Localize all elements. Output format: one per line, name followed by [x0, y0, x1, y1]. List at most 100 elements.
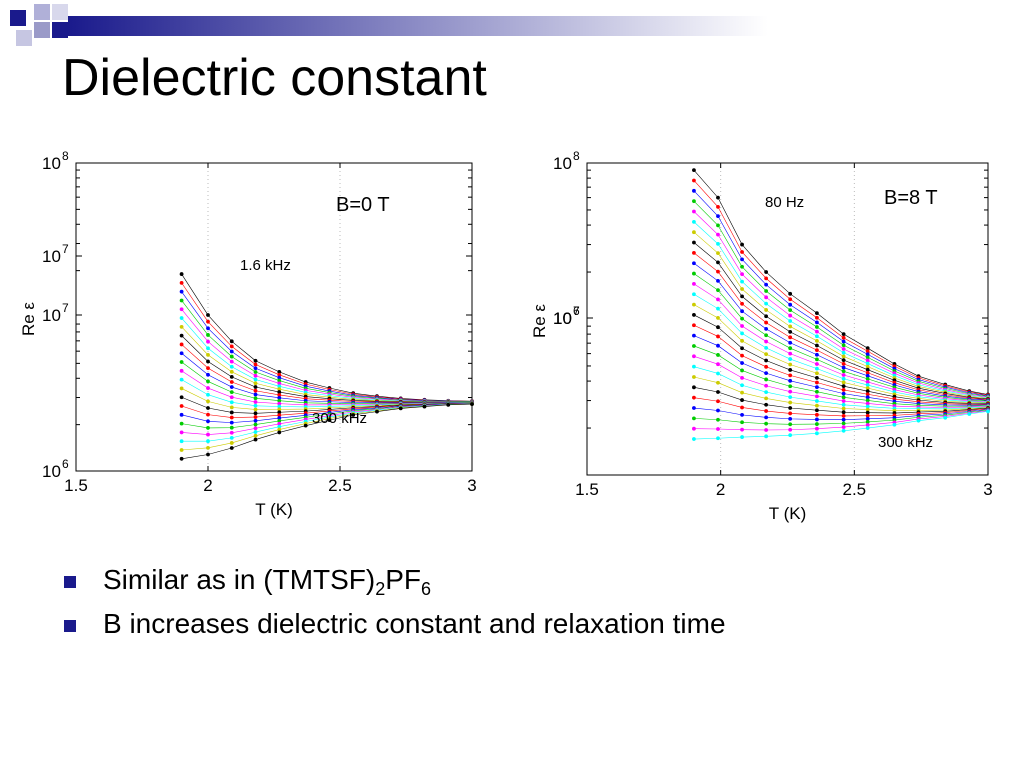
data-point — [865, 404, 870, 409]
data-point — [841, 332, 846, 337]
data-point — [788, 291, 793, 296]
data-point — [179, 412, 184, 417]
data-point — [692, 406, 696, 410]
data-point — [740, 316, 744, 321]
data-point — [229, 364, 234, 369]
data-point — [788, 362, 793, 367]
data-point — [692, 282, 696, 286]
data-point — [841, 365, 846, 370]
data-point — [253, 430, 258, 434]
data-point — [788, 400, 793, 405]
data-point — [788, 302, 793, 307]
data-point — [206, 319, 210, 324]
data-point — [229, 390, 234, 395]
data-point — [841, 339, 846, 344]
data-point — [815, 362, 819, 366]
data-point — [788, 313, 793, 318]
data-point — [253, 381, 258, 386]
data-point — [788, 351, 793, 356]
data-point — [865, 380, 870, 384]
annotation-bottom-frequency: 300 kHz — [878, 434, 933, 451]
data-point — [716, 408, 720, 413]
data-point — [253, 422, 258, 427]
data-point — [815, 366, 819, 371]
data-point — [692, 354, 696, 359]
data-point — [229, 415, 234, 420]
data-point — [740, 435, 744, 439]
data-point — [179, 280, 184, 285]
data-point — [206, 412, 210, 417]
x-tick-label: 3 — [983, 480, 992, 499]
y-tick-exponent: 8 — [573, 149, 580, 163]
data-point — [815, 315, 819, 320]
y-tick-label: 10 — [553, 309, 572, 328]
data-point — [764, 295, 769, 300]
data-point — [229, 395, 234, 400]
data-point — [692, 395, 696, 400]
data-point — [277, 419, 282, 423]
data-point — [277, 395, 282, 400]
data-point — [253, 358, 258, 363]
plot-frame — [586, 162, 989, 476]
data-point — [764, 390, 769, 394]
data-point — [815, 338, 819, 343]
data-point — [815, 380, 819, 385]
data-point — [740, 250, 744, 254]
slide-title: Dielectric constant — [62, 49, 487, 107]
corner-square — [34, 22, 50, 38]
data-point — [788, 335, 793, 340]
data-point — [716, 436, 720, 441]
data-point — [229, 430, 234, 435]
data-point — [253, 418, 258, 423]
data-point — [716, 223, 720, 228]
plot-frame — [75, 162, 473, 472]
data-point — [740, 331, 744, 336]
data-point — [764, 396, 769, 401]
data-point — [716, 371, 720, 376]
data-point — [764, 289, 769, 293]
data-point — [229, 441, 234, 445]
data-point — [206, 313, 210, 317]
data-point — [764, 377, 769, 382]
data-point — [179, 439, 184, 444]
data-point — [253, 403, 258, 408]
x-axis-label: T (K) — [769, 504, 806, 523]
data-point — [692, 271, 696, 276]
data-point — [206, 372, 210, 377]
bullet-square-icon — [64, 576, 76, 588]
x-tick-label: 2 — [203, 476, 212, 495]
data-point — [253, 437, 258, 442]
data-point — [764, 301, 769, 306]
data-point — [788, 373, 793, 378]
data-point — [692, 416, 696, 421]
data-point — [206, 326, 210, 331]
data-point — [692, 302, 696, 307]
x-tick-label: 2 — [716, 480, 725, 499]
data-point — [865, 355, 870, 360]
data-point — [841, 335, 846, 340]
data-point — [253, 426, 258, 431]
annotation-field: B=0 T — [336, 194, 390, 216]
data-point — [865, 361, 870, 366]
data-point — [841, 421, 846, 426]
data-point — [841, 414, 846, 418]
data-point — [764, 314, 769, 319]
data-point — [764, 339, 769, 344]
data-point — [179, 289, 184, 294]
data-point — [692, 292, 696, 297]
data-point — [865, 416, 870, 421]
data-point — [865, 392, 870, 397]
data-point — [841, 347, 846, 351]
data-point — [740, 309, 744, 314]
data-point — [740, 279, 744, 284]
y-tick-exponent: 6 — [62, 457, 69, 471]
data-point — [841, 406, 846, 411]
data-point — [815, 329, 819, 334]
data-point — [788, 329, 793, 334]
data-point — [716, 288, 720, 293]
data-point — [179, 368, 184, 373]
data-point — [179, 421, 184, 426]
data-point — [764, 333, 769, 338]
data-point — [446, 402, 451, 407]
